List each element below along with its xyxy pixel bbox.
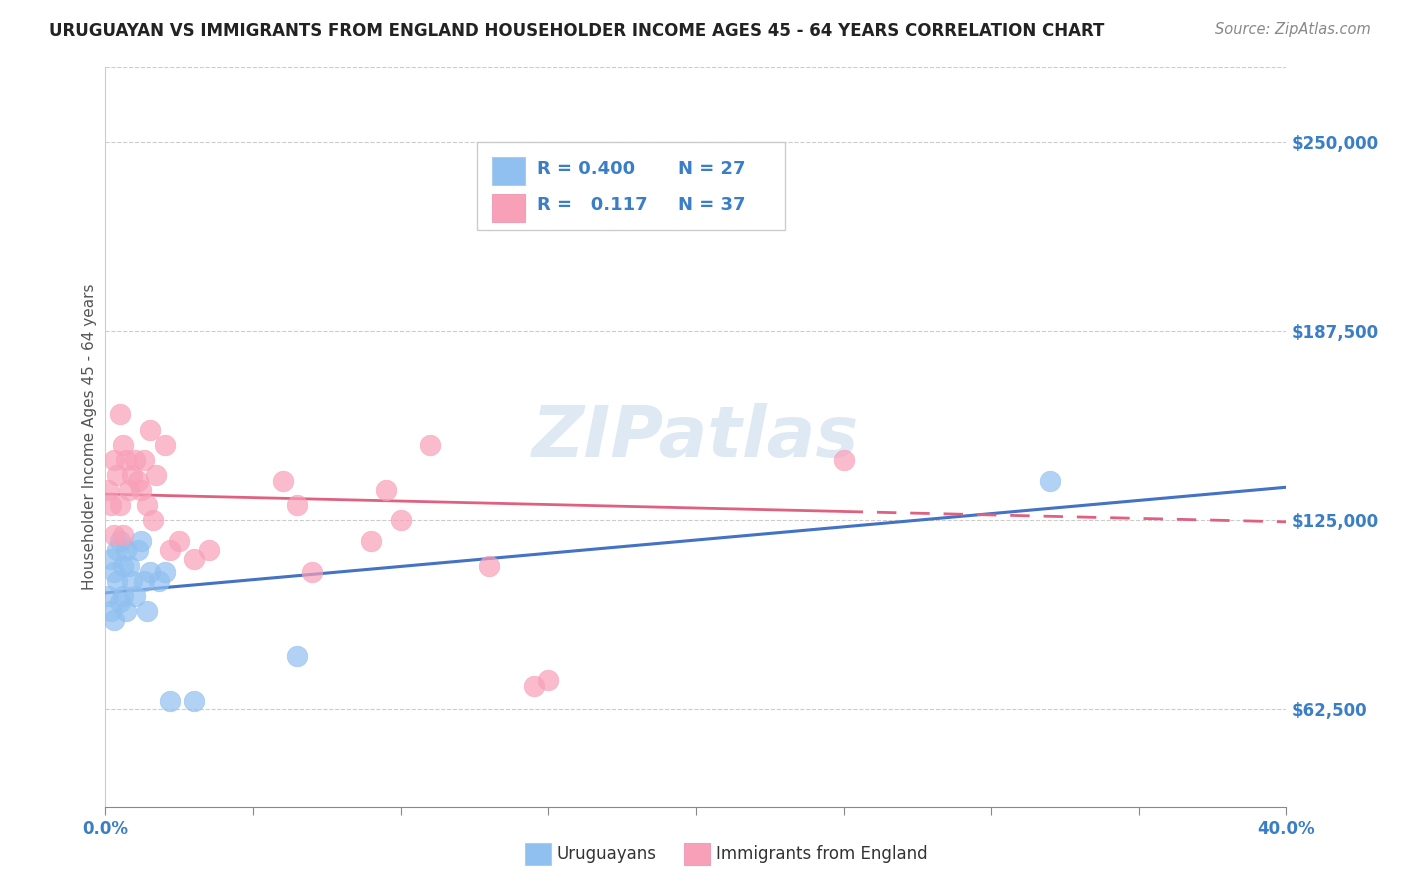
Point bbox=[127, 474, 149, 488]
Point bbox=[159, 694, 181, 708]
Point bbox=[127, 543, 149, 558]
Point bbox=[132, 574, 155, 588]
Point bbox=[112, 528, 135, 542]
Point bbox=[287, 649, 309, 664]
Point bbox=[100, 498, 122, 512]
Point bbox=[115, 604, 138, 618]
Point bbox=[389, 513, 412, 527]
Point bbox=[105, 467, 128, 482]
Point bbox=[112, 589, 135, 603]
Point bbox=[159, 543, 181, 558]
Point bbox=[142, 513, 165, 527]
Point bbox=[360, 534, 382, 549]
Point bbox=[110, 408, 132, 422]
Point bbox=[121, 574, 143, 588]
Point bbox=[103, 565, 125, 579]
Point bbox=[138, 423, 162, 437]
Point bbox=[100, 604, 122, 618]
Point bbox=[138, 565, 162, 579]
Point bbox=[103, 528, 125, 542]
Point bbox=[118, 483, 141, 497]
Text: ZIPatlas: ZIPatlas bbox=[533, 402, 859, 472]
Point bbox=[110, 595, 132, 609]
Point bbox=[135, 604, 157, 618]
Point bbox=[153, 437, 176, 451]
Point bbox=[135, 498, 157, 512]
Point bbox=[271, 474, 294, 488]
Point bbox=[1039, 474, 1062, 488]
Point bbox=[110, 498, 132, 512]
Point bbox=[145, 467, 167, 482]
Point bbox=[100, 552, 122, 566]
Point bbox=[478, 558, 501, 573]
Point bbox=[103, 613, 125, 627]
Text: N = 37: N = 37 bbox=[678, 196, 745, 214]
Point bbox=[112, 437, 135, 451]
Point bbox=[105, 574, 128, 588]
Text: Uruguayans: Uruguayans bbox=[557, 845, 657, 863]
Bar bbox=[685, 843, 710, 865]
Point bbox=[97, 483, 120, 497]
Point bbox=[115, 543, 138, 558]
Text: R = 0.400: R = 0.400 bbox=[537, 160, 634, 178]
Bar bbox=[492, 194, 524, 222]
Point bbox=[103, 452, 125, 467]
Text: R =   0.117: R = 0.117 bbox=[537, 196, 647, 214]
Y-axis label: Householder Income Ages 45 - 64 years: Householder Income Ages 45 - 64 years bbox=[82, 284, 97, 591]
Text: N = 27: N = 27 bbox=[678, 160, 745, 178]
Bar bbox=[492, 157, 524, 186]
Point bbox=[419, 437, 441, 451]
Point bbox=[197, 543, 219, 558]
Point bbox=[183, 552, 205, 566]
Bar bbox=[524, 843, 551, 865]
Point bbox=[169, 534, 191, 549]
Point bbox=[105, 543, 128, 558]
Point bbox=[132, 452, 155, 467]
Point bbox=[129, 534, 152, 549]
Point bbox=[537, 673, 560, 688]
Point bbox=[301, 565, 323, 579]
Point bbox=[112, 558, 135, 573]
Text: URUGUAYAN VS IMMIGRANTS FROM ENGLAND HOUSEHOLDER INCOME AGES 45 - 64 YEARS CORRE: URUGUAYAN VS IMMIGRANTS FROM ENGLAND HOU… bbox=[49, 22, 1105, 40]
Point bbox=[118, 558, 141, 573]
Point bbox=[832, 452, 855, 467]
Point bbox=[374, 483, 398, 497]
Text: Source: ZipAtlas.com: Source: ZipAtlas.com bbox=[1215, 22, 1371, 37]
Point bbox=[287, 498, 309, 512]
Point bbox=[124, 589, 146, 603]
Point bbox=[148, 574, 170, 588]
Point bbox=[124, 452, 146, 467]
Point bbox=[115, 452, 138, 467]
Point bbox=[610, 195, 633, 210]
Point bbox=[121, 467, 143, 482]
Point bbox=[183, 694, 205, 708]
Point bbox=[153, 565, 176, 579]
Point bbox=[523, 679, 546, 693]
Point bbox=[97, 589, 120, 603]
FancyBboxPatch shape bbox=[478, 143, 785, 230]
Point bbox=[129, 483, 152, 497]
Text: Immigrants from England: Immigrants from England bbox=[716, 845, 928, 863]
Point bbox=[110, 534, 132, 549]
